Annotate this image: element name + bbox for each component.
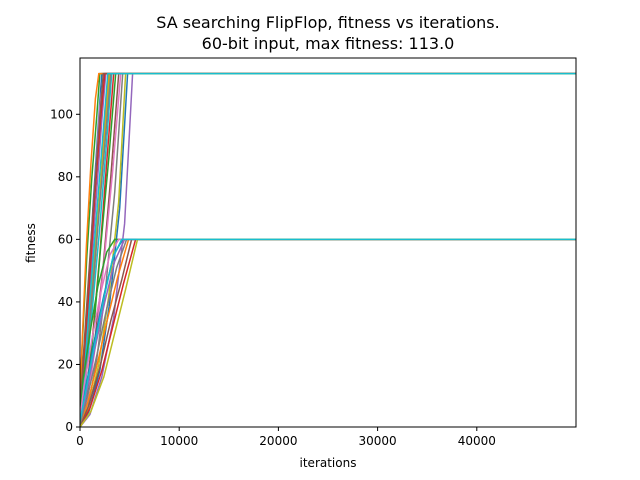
series-line-9 <box>80 72 576 418</box>
series-line-18 <box>80 72 576 418</box>
x-tick-label: 0 <box>76 434 84 448</box>
series-line-16 <box>80 72 576 412</box>
series-line-2 <box>80 72 576 425</box>
series-line-15 <box>80 72 576 427</box>
series-line-21 <box>80 238 576 421</box>
series-line-1 <box>80 72 576 418</box>
series-line-17 <box>80 72 576 425</box>
series-line-7 <box>80 72 576 409</box>
x-tick-label: 30000 <box>359 434 397 448</box>
series-line-19 <box>80 72 576 427</box>
series-line-28 <box>80 238 576 425</box>
y-tick-label: 20 <box>58 357 73 371</box>
x-tick-label: 40000 <box>458 434 496 448</box>
y-tick-label: 0 <box>65 420 73 434</box>
series-line-13 <box>80 72 576 425</box>
series-line-23 <box>80 238 576 415</box>
y-tick-label: 80 <box>58 170 73 184</box>
series-line-6 <box>80 72 576 425</box>
chart-title: SA searching FlipFlop, fitness vs iterat… <box>156 13 499 53</box>
series-line-3 <box>80 72 576 412</box>
series-line-5 <box>80 72 576 415</box>
series-line-25 <box>80 238 576 425</box>
series-line-12 <box>80 72 576 403</box>
y-tick-label: 60 <box>58 232 73 246</box>
chart-title-line-2: 60-bit input, max fitness: 113.0 <box>202 34 455 53</box>
chart-title-line-1: SA searching FlipFlop, fitness vs iterat… <box>156 13 499 32</box>
series-line-11 <box>80 72 576 427</box>
series-line-22 <box>80 238 576 427</box>
series-line-24 <box>80 238 576 427</box>
y-axis: 0 20 40 60 80 100 <box>50 107 80 434</box>
series-line-4 <box>80 72 576 421</box>
x-tick-label: 10000 <box>160 434 198 448</box>
series-line-8 <box>80 72 576 427</box>
y-tick-label: 100 <box>50 107 73 121</box>
x-tick-label: 20000 <box>259 434 297 448</box>
series-line-29 <box>80 238 576 427</box>
x-axis: 0 10000 20000 30000 40000 <box>76 427 496 448</box>
series-line-20 <box>80 72 576 415</box>
series-line-30 <box>80 238 576 421</box>
y-tick-label: 40 <box>58 295 73 309</box>
plot-area-frame <box>79 57 577 428</box>
series-line-27 <box>80 238 576 418</box>
series-line-14 <box>80 72 576 415</box>
series-line-10 <box>80 72 576 421</box>
y-axis-label: fitness <box>24 223 38 263</box>
x-axis-label: iterations <box>300 456 357 470</box>
series-line-26 <box>80 238 576 427</box>
series-layer <box>80 72 576 427</box>
